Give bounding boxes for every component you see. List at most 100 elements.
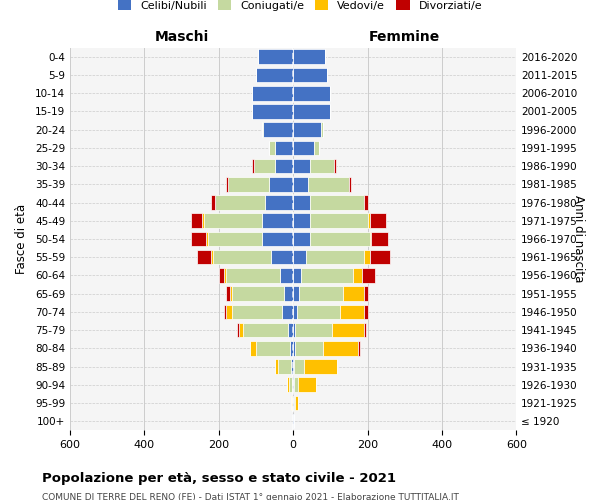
Bar	[295, 396, 298, 410]
Bar	[301, 268, 353, 282]
Bar	[204, 214, 262, 228]
Bar	[292, 359, 293, 374]
Bar	[293, 414, 295, 428]
Bar	[224, 268, 226, 282]
Bar	[353, 268, 362, 282]
Bar	[275, 359, 278, 374]
Bar	[292, 396, 293, 410]
Bar	[306, 250, 364, 264]
Bar	[310, 214, 368, 228]
Bar	[310, 232, 370, 246]
Bar	[293, 122, 321, 137]
Bar	[226, 177, 228, 192]
Bar	[263, 122, 293, 137]
Bar	[358, 341, 360, 355]
Bar	[308, 177, 349, 192]
Text: Popolazione per età, sesso e stato civile - 2021: Popolazione per età, sesso e stato civil…	[42, 472, 396, 485]
Bar	[202, 214, 204, 228]
Bar	[293, 195, 310, 210]
Bar	[280, 268, 293, 282]
Bar	[304, 359, 337, 374]
Bar	[269, 177, 293, 192]
Bar	[370, 232, 371, 246]
Bar	[364, 286, 368, 301]
Bar	[211, 250, 213, 264]
Bar	[370, 250, 390, 264]
Bar	[258, 50, 293, 64]
Text: COMUNE DI TERRE DEL RENO (FE) - Dati ISTAT 1° gennaio 2021 - Elaborazione TUTTIT: COMUNE DI TERRE DEL RENO (FE) - Dati IST…	[42, 494, 459, 500]
Bar	[219, 268, 224, 282]
Bar	[294, 378, 298, 392]
Bar	[226, 286, 230, 301]
Bar	[254, 159, 275, 174]
Bar	[232, 286, 284, 301]
Bar	[364, 195, 368, 210]
Bar	[275, 159, 293, 174]
Bar	[370, 214, 386, 228]
Bar	[230, 286, 232, 301]
Bar	[293, 177, 308, 192]
Bar	[321, 122, 323, 137]
Bar	[293, 341, 295, 355]
Bar	[299, 286, 343, 301]
Bar	[256, 341, 290, 355]
Bar	[297, 304, 340, 319]
Bar	[239, 323, 243, 338]
Bar	[295, 323, 332, 338]
Bar	[265, 195, 293, 210]
Bar	[262, 214, 293, 228]
Bar	[243, 323, 287, 338]
Bar	[295, 341, 323, 355]
Text: Maschi: Maschi	[155, 30, 209, 44]
Y-axis label: Fasce di età: Fasce di età	[15, 204, 28, 274]
Bar	[284, 286, 293, 301]
Bar	[293, 268, 301, 282]
Bar	[250, 341, 256, 355]
Bar	[293, 159, 310, 174]
Bar	[282, 304, 293, 319]
Bar	[314, 140, 319, 155]
Bar	[310, 195, 364, 210]
Bar	[293, 68, 327, 82]
Bar	[293, 140, 314, 155]
Bar	[228, 177, 269, 192]
Bar	[291, 396, 292, 410]
Y-axis label: Anni di nascita: Anni di nascita	[572, 196, 585, 282]
Bar	[334, 159, 336, 174]
Bar	[226, 268, 280, 282]
Bar	[232, 304, 282, 319]
Bar	[293, 396, 295, 410]
Bar	[293, 304, 297, 319]
Bar	[289, 378, 292, 392]
Bar	[293, 286, 299, 301]
Bar	[340, 304, 364, 319]
Bar	[364, 323, 366, 338]
Bar	[206, 232, 208, 246]
Bar	[343, 286, 364, 301]
Bar	[197, 250, 211, 264]
Bar	[224, 304, 226, 319]
Bar	[253, 159, 254, 174]
Bar	[293, 359, 295, 374]
Bar	[275, 140, 293, 155]
Bar	[238, 323, 239, 338]
Bar	[208, 232, 262, 246]
Bar	[262, 232, 293, 246]
Bar	[191, 232, 206, 246]
Bar	[349, 177, 351, 192]
Bar	[262, 122, 263, 137]
Bar	[253, 86, 293, 101]
Bar	[332, 323, 364, 338]
Bar	[191, 214, 202, 228]
Bar	[271, 250, 293, 264]
Bar	[293, 214, 310, 228]
Bar	[293, 50, 325, 64]
Bar	[215, 195, 265, 210]
Bar	[293, 86, 331, 101]
Legend: Celibi/Nubili, Coniugati/e, Vedovi/e, Divorziati/e: Celibi/Nubili, Coniugati/e, Vedovi/e, Di…	[113, 0, 487, 15]
Bar	[323, 341, 358, 355]
Bar	[364, 304, 368, 319]
Bar	[293, 232, 310, 246]
Bar	[295, 359, 304, 374]
Bar	[287, 323, 293, 338]
